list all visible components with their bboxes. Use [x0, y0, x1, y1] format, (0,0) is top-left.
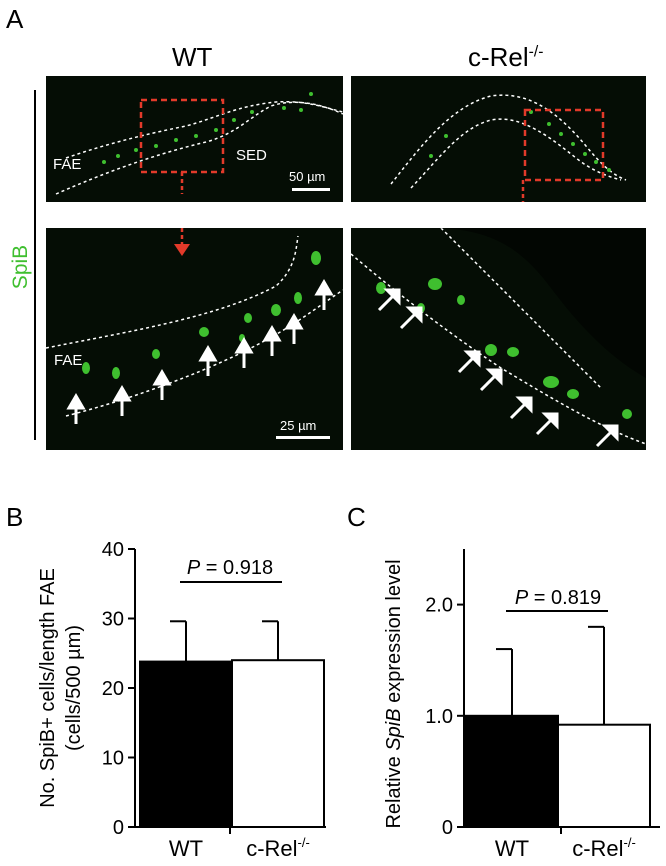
scale-text-top: 50 µm	[289, 169, 326, 184]
p-value-c: P = 0.819	[515, 587, 601, 609]
y-tick-label: 10	[102, 748, 124, 770]
label-fae-top: FAE	[53, 156, 82, 173]
y-tick-label: 1.0	[425, 706, 453, 728]
chart-c: 0 1.0 2.0 WT c-Rel-/- P = 0.819 Relative SpiB …	[383, 549, 660, 861]
column-title-crel: c-Rel-/-	[468, 42, 544, 72]
y-tick-label: 0	[442, 817, 453, 839]
scale-bar-bottom	[276, 436, 330, 439]
stain-label-spib: SpiB	[9, 244, 32, 290]
p-value-b: P = 0.918	[187, 557, 273, 579]
bar-1	[231, 659, 325, 828]
x-label-wt: WT	[169, 836, 203, 861]
micrograph-wt-high: FAE 25 µm	[46, 228, 343, 450]
panel-c-letter: C	[347, 502, 366, 532]
y-tick-label: 2.0	[425, 595, 453, 617]
x-label-crel: c-Rel-/-	[572, 835, 636, 861]
micrograph-crel-high-drawing	[351, 228, 646, 448]
micrograph-wt-high-drawing	[46, 228, 343, 424]
micrograph-crel-low-drawing	[390, 94, 627, 202]
chart-b: 0 10 20 30 40 WT c-Rel-/- P = 0.918 No. SpiB+ ce…	[37, 539, 326, 861]
bar-1	[557, 723, 651, 828]
micrograph-crel-high	[351, 228, 646, 450]
y-tick-label: 40	[102, 539, 124, 561]
row-bracket-line	[34, 90, 36, 440]
micrograph-crel-low	[351, 76, 646, 202]
y-label-b-line2: (cells/500 µm)	[63, 625, 85, 751]
y-tick-label: 30	[102, 609, 124, 631]
y-tick-label: 0	[113, 817, 124, 839]
micrograph-wt-low: FAE SED 50 µm	[46, 76, 343, 202]
scale-text-bottom: 25 µm	[280, 418, 317, 433]
micrograph-wt-low-drawing	[55, 92, 343, 195]
x-label-crel: c-Rel-/-	[246, 835, 310, 861]
y-label-b-line1: No. SpiB+ cells/length FAE	[37, 568, 59, 808]
scale-bar-top	[292, 188, 330, 191]
bar-0	[139, 660, 233, 828]
label-fae-bottom: FAE	[54, 352, 83, 369]
label-sed: SED	[236, 147, 267, 164]
column-title-wt: WT	[172, 42, 213, 72]
y-tick-label: 20	[102, 678, 124, 700]
y-label-c: Relative SpiB expression level	[383, 559, 405, 828]
panel-a-letter: A	[6, 4, 24, 34]
bar-0	[465, 714, 559, 828]
x-label-wt: WT	[495, 836, 529, 861]
panel-b-letter: B	[6, 502, 24, 532]
